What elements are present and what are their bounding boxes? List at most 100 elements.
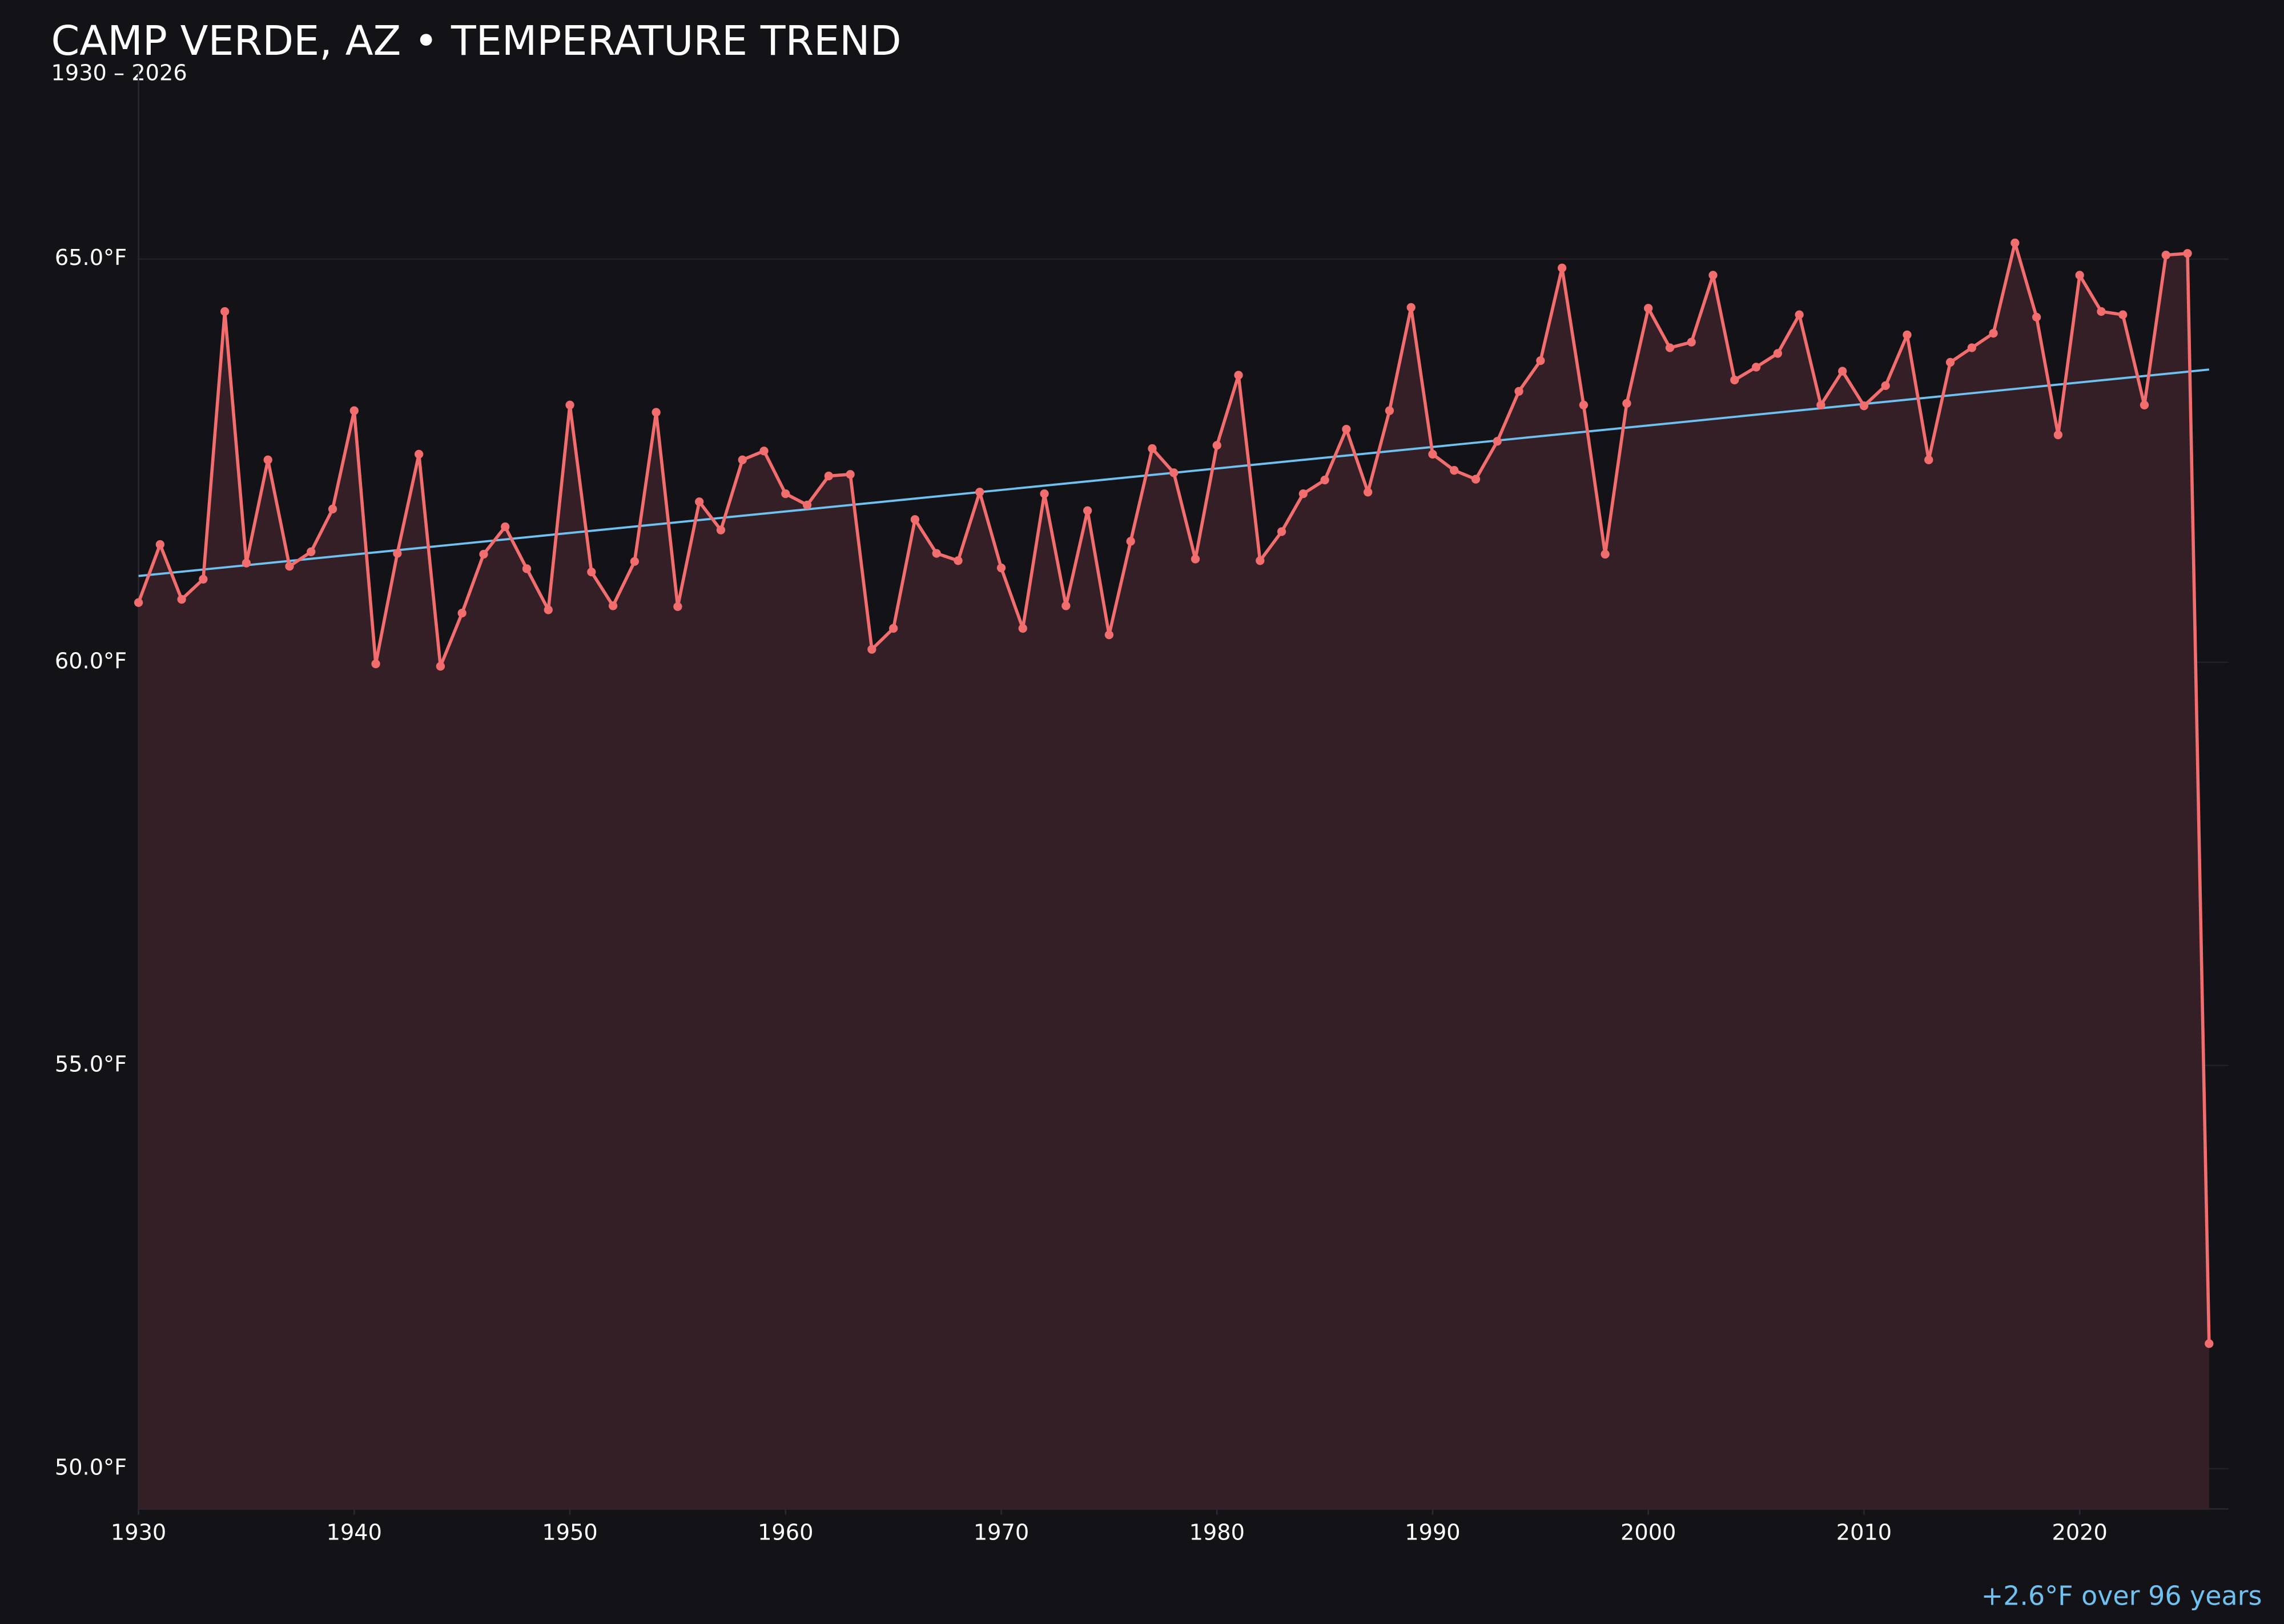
data-point (2183, 249, 2192, 258)
data-point (1730, 375, 1739, 385)
x-tick-label: 1960 (758, 1520, 813, 1545)
data-point (2010, 238, 2020, 248)
data-point (155, 540, 165, 549)
data-point (738, 455, 747, 464)
data-point (1256, 556, 1265, 565)
x-tick-label: 2010 (1836, 1520, 1892, 1545)
data-point (608, 601, 618, 610)
data-point (1104, 630, 1114, 640)
x-tick-label: 2000 (1620, 1520, 1676, 1545)
data-point (2205, 1339, 2214, 1348)
data-point (1234, 371, 1243, 380)
data-point (1903, 330, 1912, 340)
y-tick-label: 50.0°F (55, 1454, 127, 1480)
data-point (1083, 506, 1092, 515)
data-point (1687, 337, 1696, 347)
data-point (285, 562, 294, 571)
data-point (1536, 356, 1545, 365)
data-point (716, 525, 726, 534)
data-point (630, 557, 640, 566)
data-point (846, 470, 855, 479)
data-point (759, 447, 769, 456)
data-point (802, 500, 812, 510)
data-point (1967, 343, 1976, 352)
data-point (328, 504, 337, 514)
data-point (1924, 455, 1933, 464)
data-point (1406, 303, 1416, 312)
data-point (1514, 387, 1523, 396)
x-tick-label: 1940 (327, 1520, 382, 1545)
data-point (1385, 406, 1394, 415)
data-point (220, 307, 230, 316)
data-point (522, 564, 532, 573)
data-point (1773, 349, 1782, 358)
data-point (1557, 263, 1567, 272)
data-point (1859, 401, 1869, 411)
data-point (1622, 399, 1631, 408)
data-point (565, 400, 574, 409)
data-point (1298, 489, 1308, 499)
data-point (1320, 475, 1329, 485)
y-tick-label: 65.0°F (55, 245, 127, 271)
data-point (1493, 437, 1502, 446)
data-point (1342, 424, 1351, 434)
data-point (1644, 304, 1653, 313)
data-point (932, 549, 941, 558)
data-point (996, 563, 1006, 573)
data-point (307, 547, 316, 556)
data-point (888, 624, 898, 633)
data-point (824, 471, 833, 481)
data-point (910, 515, 920, 524)
x-tick-label: 1950 (542, 1520, 597, 1545)
data-point (954, 556, 963, 565)
data-point (1169, 468, 1179, 477)
data-point (2032, 312, 2041, 322)
data-point (2075, 271, 2084, 280)
data-point (457, 608, 467, 618)
data-point (1364, 488, 1373, 497)
data-point (1277, 527, 1286, 536)
data-point (263, 455, 272, 464)
data-point (867, 645, 876, 654)
data-point (436, 662, 445, 671)
data-point (1989, 328, 1998, 338)
area (138, 243, 2209, 1509)
x-tick-label: 1980 (1189, 1520, 1245, 1545)
data-point (673, 602, 682, 611)
data-point (501, 522, 510, 532)
x-tick-label: 2020 (2052, 1520, 2107, 1545)
data-point (2053, 430, 2063, 440)
data-point (1665, 343, 1675, 352)
data-point (587, 567, 596, 577)
data-point (695, 497, 704, 507)
data-point (1212, 441, 1221, 450)
data-point (1601, 549, 1610, 559)
x-tick-label: 1970 (974, 1520, 1029, 1545)
chart-title: CAMP VERDE, AZ • TEMPERATURE TREND (51, 17, 902, 65)
data-point (1945, 357, 1955, 367)
data-point (1018, 624, 1027, 633)
data-point (1881, 381, 1890, 391)
data-point (1450, 466, 1459, 475)
data-point (1428, 449, 1437, 459)
annotation: +2.6°F over 96 years (1981, 1581, 2262, 1611)
data-point (1795, 310, 1804, 319)
data-point (1126, 537, 1135, 546)
data-point (2140, 400, 2149, 409)
x-tick-label: 1930 (111, 1520, 166, 1545)
data-point (652, 408, 661, 417)
data-point (479, 549, 488, 559)
data-point (1816, 400, 1825, 409)
x-tick-label: 1990 (1405, 1520, 1460, 1545)
data-point (975, 488, 984, 497)
data-point (1148, 444, 1157, 453)
data-point (414, 449, 424, 459)
data-point (544, 605, 553, 614)
data-point (177, 594, 186, 604)
data-point (1061, 601, 1071, 610)
data-point (781, 489, 790, 499)
chart-subtitle: 1930 – 2026 (51, 61, 187, 86)
y-tick-label: 55.0°F (55, 1051, 127, 1077)
